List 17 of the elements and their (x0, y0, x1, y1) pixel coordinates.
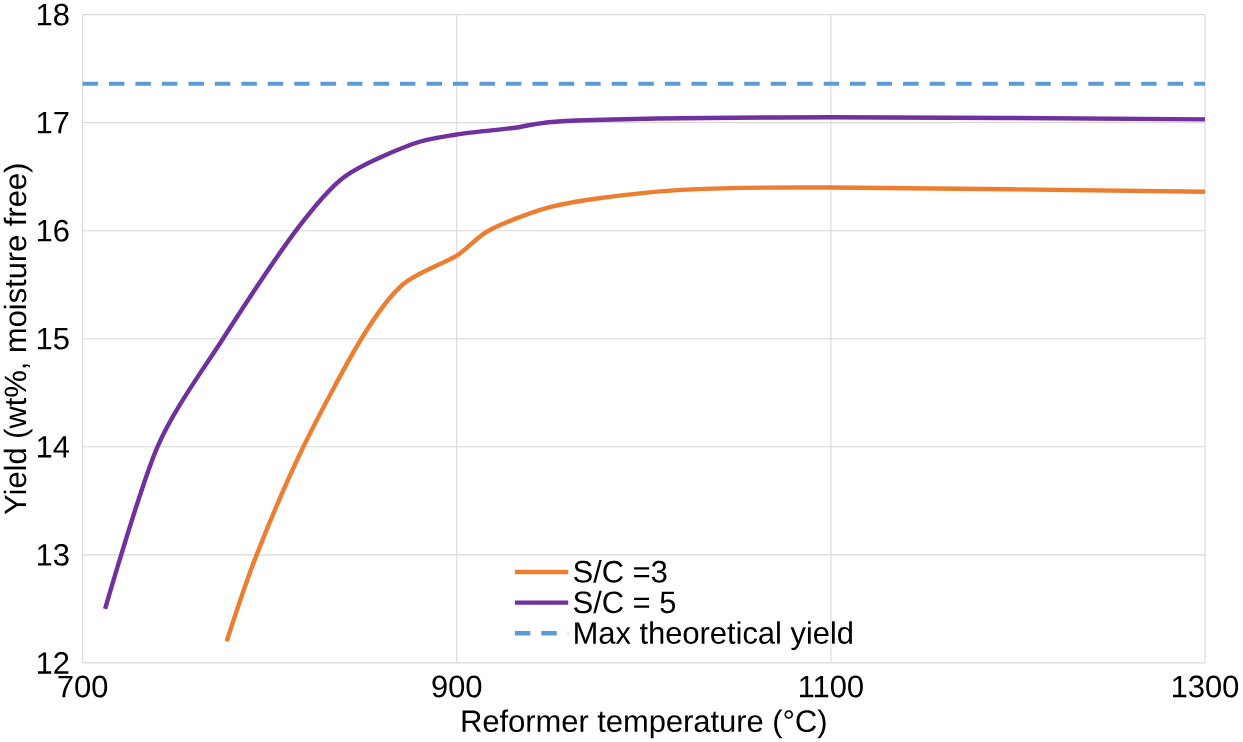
x-axis-title: Reformer temperature (°C) (462, 709, 826, 739)
y-axis-title: Yield (wt%, moisture free) (3, 164, 33, 515)
legend-label: S/C = 5 (574, 590, 676, 614)
x-tick-label: 1100 (800, 675, 863, 698)
line-series (102, 115, 1208, 612)
y-tick-label: 15 (37, 328, 69, 350)
x-tick-label: 1300 (1173, 675, 1239, 698)
x-tick-label: 700 (58, 675, 108, 698)
x-tick-label: 900 (432, 675, 482, 698)
y-tick-label: 12 (37, 652, 69, 674)
y-tick-label: 16 (37, 219, 69, 242)
y-tick-label: 14 (37, 436, 70, 458)
y-tick-label: 18 (37, 3, 69, 26)
y-tick-label: 13 (37, 543, 69, 566)
legend-label: S/C =3 (574, 560, 667, 583)
y-tick-label: 17 (37, 112, 69, 134)
legend-label: Max theoretical yield (575, 621, 852, 651)
